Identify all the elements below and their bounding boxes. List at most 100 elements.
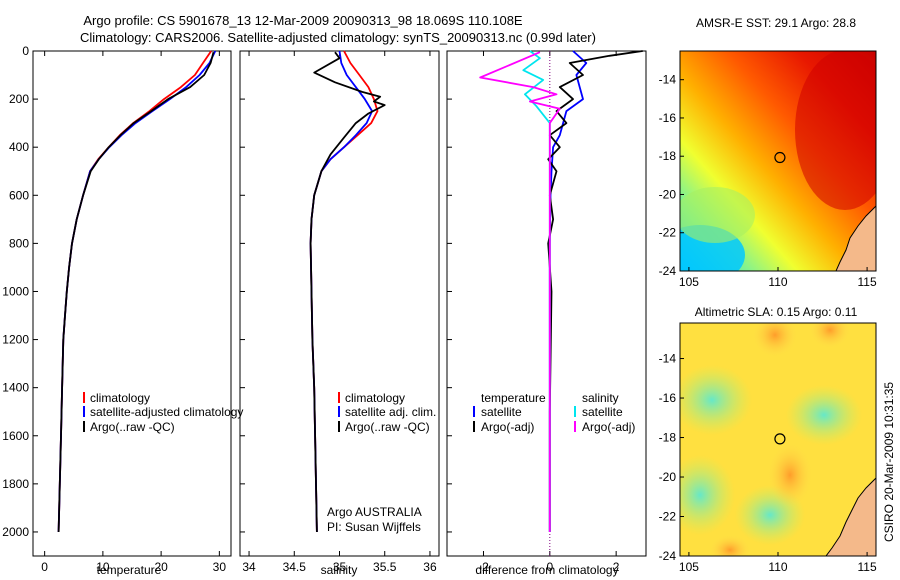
temperature-panel: 0 200 400 600 800 1000 1200 1400 1600 1800 2000 0 1… bbox=[2, 44, 452, 577]
y-tick-label-200: 200 bbox=[9, 92, 29, 106]
title-line-2: Climatology: CARS2006. Satellite-adjuste… bbox=[80, 30, 596, 45]
legend-label-sal-climatology: climatology bbox=[345, 391, 405, 405]
temperature-xlabel: temperature bbox=[97, 563, 162, 577]
y-tick-label-0: 0 bbox=[22, 44, 29, 58]
y-tick-label-600: 600 bbox=[9, 188, 29, 202]
temperature-legend: climatology satellite-adjusted climatolo… bbox=[83, 391, 243, 434]
salinity-legend: climatology satellite adj. clim. Argo(..… bbox=[338, 391, 436, 434]
sla-map-x-axis: 105 110 115 bbox=[679, 552, 877, 574]
x-tick-label-difference-2: 2 bbox=[613, 560, 620, 574]
map1-y-tick-label-18: -18 bbox=[659, 149, 677, 163]
depth-axis: 0 200 400 600 800 1000 1200 1400 1600 1800 2000 bbox=[2, 44, 452, 539]
legend-title-salinity: salinity bbox=[582, 391, 619, 405]
legend-label-sal-argo: Argo(..raw -QC) bbox=[345, 420, 430, 434]
map2-x-tick-label-110: 110 bbox=[768, 560, 787, 574]
sst-map: AMSR-E SST: 29.1 Argo: 28.8 105 110 115 -1… bbox=[659, 16, 877, 289]
map2-y-tick-label-14: -14 bbox=[659, 352, 677, 366]
y-tick-label-1000: 1000 bbox=[2, 284, 29, 298]
sla-map-title: Altimetric SLA: 0.15 Argo: 0.11 bbox=[695, 305, 858, 319]
x-tick-label-salinity-35: 35 bbox=[333, 560, 347, 574]
difference-panel: -2 0 2 difference from climatology tempera… bbox=[446, 50, 647, 577]
difference-series bbox=[479, 50, 643, 532]
annotation-pi: PI: Susan Wijffels bbox=[327, 520, 421, 534]
x-tick-label-temperature-0: 0 bbox=[41, 560, 48, 574]
temperature-axes-box bbox=[32, 50, 232, 557]
csiro-timestamp: CSIRO 20-Mar-2009 10:31:35 bbox=[882, 382, 896, 542]
temperature-x-axis: 0 10 20 30 bbox=[41, 51, 226, 574]
sla-low-3 bbox=[680, 455, 735, 535]
title-line-1: Argo profile: CS 5901678_13 12-Mar-2009 … bbox=[83, 13, 523, 28]
legend-label-diff-temp-satellite: satellite bbox=[481, 405, 522, 419]
x-tick-label-salinity-36: 36 bbox=[423, 560, 437, 574]
x-tick-label-difference-0: 0 bbox=[546, 560, 553, 574]
series-salinity-argo-raw-qc bbox=[309, 51, 386, 533]
map2-y-tick-label-24: -24 bbox=[659, 549, 677, 563]
sla-map-image bbox=[680, 323, 876, 556]
salinity-xlabel: salinity bbox=[321, 563, 358, 577]
sst-land bbox=[835, 205, 876, 271]
sst-map-x-axis: 105 110 115 bbox=[679, 267, 877, 289]
sst-map-title: AMSR-E SST: 29.1 Argo: 28.8 bbox=[696, 16, 856, 30]
sst-map-image bbox=[680, 51, 876, 271]
sla-map: Altimetric SLA: 0.15 Argo: 0.11 105 110 11… bbox=[659, 305, 877, 574]
sla-high-1 bbox=[768, 443, 812, 507]
sla-high-3 bbox=[810, 323, 850, 348]
map1-y-tick-label-14: -14 bbox=[659, 73, 677, 87]
x-tick-label-temperature-10: 10 bbox=[96, 560, 110, 574]
salinity-panel: 34 34.5 35 35.5 36 salinity climatology sate… bbox=[239, 50, 440, 577]
map1-y-tick-label-20: -20 bbox=[659, 187, 677, 201]
map2-y-tick-label-18: -18 bbox=[659, 431, 677, 445]
sla-land bbox=[825, 477, 876, 556]
y-tick-label-800: 800 bbox=[9, 236, 29, 250]
y-tick-label-1200: 1200 bbox=[2, 333, 29, 347]
map2-y-tick-label-22: -22 bbox=[659, 510, 677, 524]
x-tick-label-salinity-35-5: 35.5 bbox=[373, 560, 397, 574]
difference-legend: temperature salinity satellite Argo(-adj… bbox=[473, 391, 635, 434]
sst-mid-patch bbox=[680, 187, 755, 243]
map1-x-tick-label-115: 115 bbox=[858, 275, 877, 289]
legend-label-diff-temp-argo: Argo(-adj) bbox=[481, 420, 534, 434]
map2-x-tick-label-115: 115 bbox=[858, 560, 877, 574]
map1-y-tick-label-22: -22 bbox=[659, 226, 677, 240]
legend-label-diff-sal-satellite: satellite bbox=[582, 405, 623, 419]
series-difference-salinity-satellite bbox=[522, 50, 551, 532]
annotation-argo-australia: Argo AUSTRALIA bbox=[327, 505, 422, 519]
sst-argo-location-marker bbox=[774, 151, 786, 164]
series-temperature-argo-raw-qc bbox=[57, 51, 215, 533]
x-tick-label-salinity-34-5: 34.5 bbox=[283, 560, 307, 574]
series-temperature-satellite-adjusted-climatology bbox=[57, 50, 217, 533]
series-salinity-satellite-adj-clim bbox=[309, 50, 374, 533]
y-tick-label-400: 400 bbox=[9, 140, 29, 154]
map1-y-tick-label-16: -16 bbox=[659, 111, 677, 125]
x-tick-label-temperature-20: 20 bbox=[154, 560, 168, 574]
y-tick-label-2000: 2000 bbox=[2, 525, 29, 539]
sla-argo-location-marker bbox=[774, 433, 786, 445]
legend-title-temperature: temperature bbox=[481, 391, 546, 405]
x-tick-label-difference-2: -2 bbox=[478, 560, 489, 574]
map1-x-tick-label-105: 105 bbox=[679, 275, 699, 289]
sla-high-4 bbox=[710, 535, 750, 556]
sla-low-1 bbox=[680, 365, 752, 435]
y-tick-label-1400: 1400 bbox=[2, 381, 29, 395]
map1-x-tick-label-110: 110 bbox=[768, 275, 787, 289]
legend-label-argo: Argo(..raw -QC) bbox=[90, 420, 175, 434]
temperature-series bbox=[57, 50, 217, 533]
series-difference-temperature-satellite bbox=[548, 50, 588, 532]
salinity-series bbox=[309, 50, 386, 533]
salinity-axes-box bbox=[239, 50, 440, 557]
difference-xlabel: difference from climatology bbox=[475, 563, 618, 577]
y-tick-label-1600: 1600 bbox=[2, 429, 29, 443]
map1-y-tick-label-24: -24 bbox=[659, 264, 677, 278]
legend-label-climatology: climatology bbox=[90, 391, 150, 405]
sla-high-2 bbox=[753, 323, 797, 357]
map2-y-tick-label-20: -20 bbox=[659, 470, 677, 484]
sla-map-y-axis: -14 -16 -18 -20 -22 -24 bbox=[659, 352, 684, 563]
legend-label-sal-satellite: satellite adj. clim. bbox=[345, 405, 436, 419]
map2-x-tick-label-105: 105 bbox=[679, 560, 699, 574]
map2-y-tick-label-16: -16 bbox=[659, 391, 677, 405]
salinity-x-axis: 34 34.5 35 35.5 36 bbox=[242, 51, 437, 574]
y-tick-label-1800: 1800 bbox=[2, 477, 29, 491]
sla-low-2 bbox=[786, 385, 862, 445]
legend-label-satellite: satellite-adjusted climatology bbox=[90, 405, 243, 419]
